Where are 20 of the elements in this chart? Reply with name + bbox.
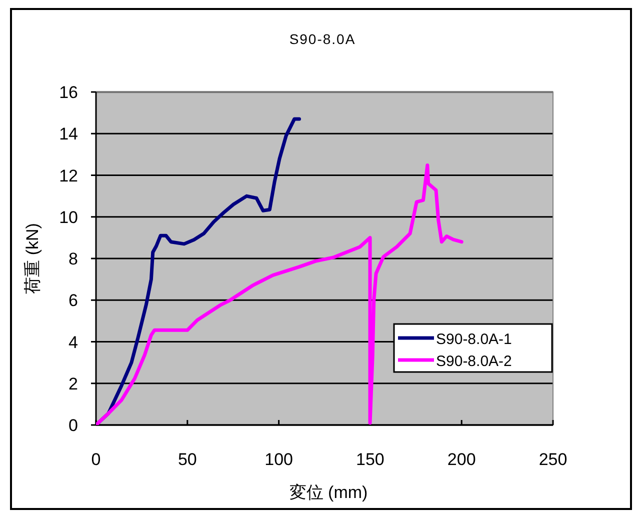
y-tick-label: 16 — [59, 83, 78, 102]
y-axis-title: 荷重 (kN) — [23, 223, 42, 294]
x-tick-label: 150 — [356, 450, 384, 469]
y-tick-label: 2 — [68, 374, 78, 394]
y-tick-label: 10 — [59, 208, 78, 227]
y-tick-label: 0 — [68, 416, 78, 435]
legend-label: S90-8.0A-2 — [436, 353, 512, 370]
x-tick-label: 250 — [538, 450, 568, 469]
y-tick-label: 6 — [68, 291, 78, 310]
x-tick-label: 100 — [264, 450, 293, 469]
x-tick-label: 0 — [91, 450, 101, 469]
chart-title: S90-8.0A — [289, 31, 356, 47]
y-tick-label: 12 — [59, 166, 78, 186]
y-tick-label: 4 — [68, 332, 78, 352]
y-tick-label: 8 — [68, 250, 78, 268]
x-tick-label: 200 — [447, 450, 476, 469]
x-tick-label: 50 — [178, 450, 197, 469]
x-axis-title: 変位 (mm) — [289, 483, 368, 502]
legend-label: S90-8.0A-1 — [436, 331, 512, 348]
y-tick-label: 14 — [59, 124, 78, 144]
